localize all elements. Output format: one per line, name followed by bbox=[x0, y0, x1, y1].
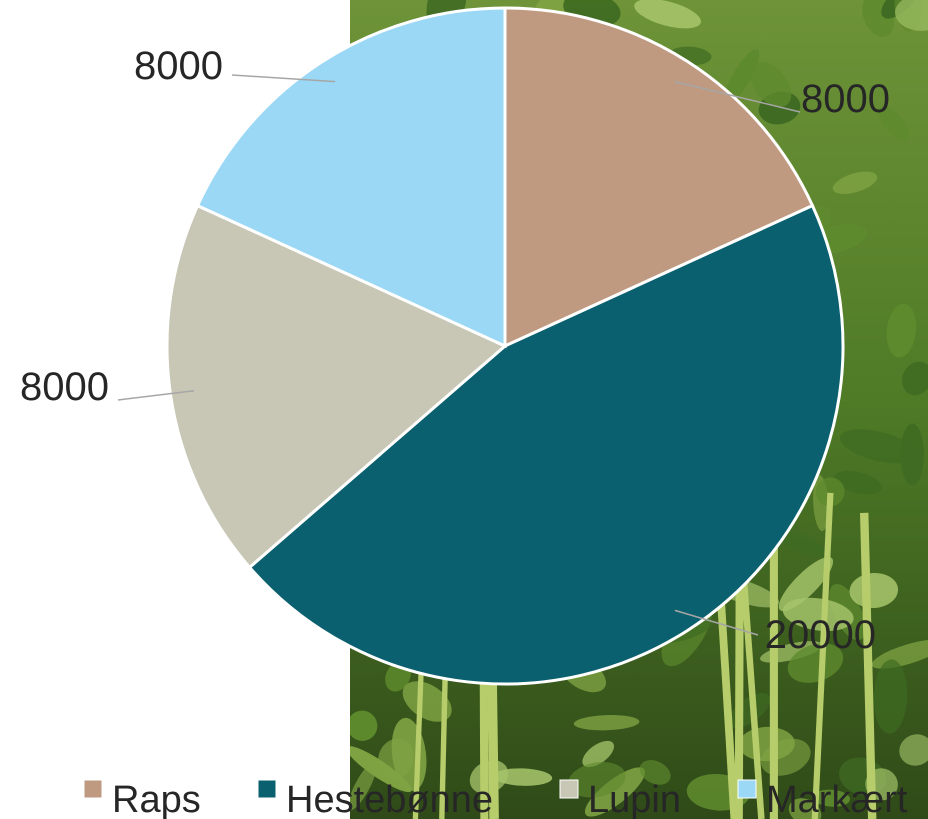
data-label-markært: 8000 bbox=[134, 44, 223, 88]
data-label-raps: 8000 bbox=[801, 77, 890, 121]
legend-label-hestebønne: Hestebønne bbox=[286, 779, 493, 819]
data-label-hestebønne: 20000 bbox=[765, 613, 876, 657]
legend-swatch-markært bbox=[737, 779, 757, 799]
pie-slice-hestebønne bbox=[247, 203, 845, 686]
legend-label-markært: Markært bbox=[766, 779, 908, 819]
leader-line-hestebønne bbox=[674, 609, 759, 636]
data-label-lupin: 8000 bbox=[20, 365, 109, 409]
legend-swatch-raps bbox=[83, 779, 103, 799]
legend-label-raps: Raps bbox=[112, 779, 201, 819]
legend-label-lupin: Lupin bbox=[588, 779, 681, 819]
leader-line-raps bbox=[674, 80, 801, 113]
pie-slice-markært bbox=[195, 6, 507, 349]
leader-line-markært bbox=[231, 74, 336, 83]
pie-slice-raps bbox=[503, 6, 815, 349]
leader-line-lupin bbox=[117, 389, 194, 401]
legend-swatch-lupin bbox=[559, 779, 579, 799]
legend-swatch-hestebønne bbox=[257, 779, 277, 799]
